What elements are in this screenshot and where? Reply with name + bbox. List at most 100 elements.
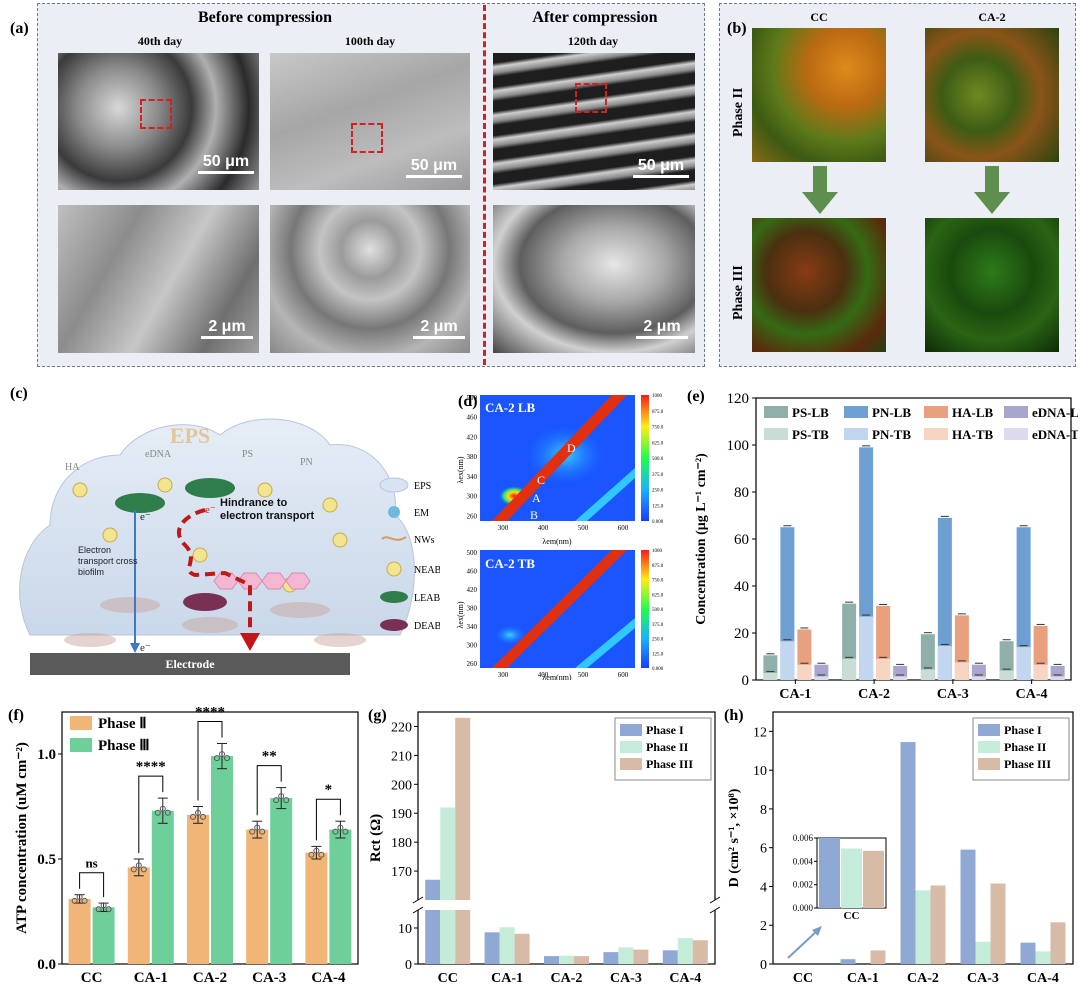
bar-phase-iii [574,956,589,964]
significance-bracket [315,798,341,841]
eem-ytick: 340 [467,623,478,631]
bar-phase-ii [618,947,634,964]
bar-phase-3 [270,798,293,964]
x-tick-label: CA-3 [967,971,999,984]
chart-h: (h) 0 2 4 6 8 10 12 D (cm² s⁻¹, ×10⁸) CC CA-1 CA-2 C… [724,707,1074,984]
day-label-40: 40th day [137,34,183,48]
colorbar-tick: 0.000 [652,520,664,525]
bar-phase-ii [440,807,456,900]
legend-label: PS-TB [792,427,829,442]
colorbar-tick: 250.0 [652,638,664,643]
inset-bar [819,838,840,908]
before-compression-title: Before compression [197,9,333,26]
colorbar-tick: 250.0 [652,489,664,494]
colorbar-tick: 625.0 [652,441,664,446]
bar-phase-3 [92,907,115,964]
x-tick-label: CC [793,971,813,984]
bar-phase-i [425,879,441,900]
data-point [313,847,320,854]
bar-ps-tb [842,658,857,680]
x-tick-label: CA-2 [907,971,939,984]
legend-swatch [70,738,92,752]
x-tick-label: CC [81,970,103,984]
y-tick-label: 0 [760,958,767,973]
y-tick-label: 40 [734,579,749,595]
eem-ytick: 260 [467,660,478,668]
bar-pn-tb [1016,647,1031,680]
bar-phase-i [603,952,619,964]
data-point [219,751,225,758]
fluorescence-cc-phase-ii [752,28,886,162]
bar-phase-iii [455,910,471,964]
cross-biofilm-label: Electron transport cross biofilm [78,545,138,577]
y-tick-label: 120 [727,391,750,407]
panel-e-label: (e) [687,388,705,405]
bar-edna-lb [971,664,986,680]
data-point [259,828,266,835]
sem-image-120day-low: 50 μm [493,53,695,190]
bar-edna-lb [1050,665,1065,680]
x-tick-label: CA-4 [669,971,701,984]
data-point [318,851,325,858]
significance-bracket [79,872,105,898]
y-tick-label: 20 [734,626,749,642]
bar-phase-ii [1035,951,1051,964]
after-compression-title: After compression [532,9,658,26]
bar-phase-i [484,932,500,964]
data-point [190,813,196,820]
data-point [135,862,142,869]
data-point [81,897,88,904]
legend-label: PN-LB [872,405,911,420]
legend-swatch [924,428,948,440]
x-tick-label: CA-1 [491,971,523,984]
bar-phase-i [425,910,441,964]
bar-ps-tb [763,672,778,680]
electrode-label: Electrode [165,657,215,671]
data-point [140,866,147,873]
scale-bar: 2 μm [201,318,253,339]
significance-label: ** [262,749,277,765]
data-point [71,897,78,904]
legend-label: Phase I [646,723,684,737]
bar-phase-2 [68,898,91,964]
scale-bar: 2 μm [413,318,465,339]
data-point [283,797,290,804]
legend-label: PS-LB [792,405,829,420]
bar-phase-iii [1050,922,1066,964]
pn-label: PN [300,457,313,468]
y-axis-label: ATP concentration (uM cm⁻²) [14,742,30,934]
colorbar-top [641,395,649,521]
x-tick-label: CA-2 [551,971,583,984]
legend-label: eDNA-TB [1032,427,1078,442]
roi-box [140,99,172,129]
eem-ytick: 340 [467,473,478,481]
data-point [100,902,107,909]
y-tick-label: 60 [734,532,749,548]
eem-xtick: 600 [618,524,629,532]
bar-phase-ii [975,941,991,964]
fluorescence-cc-phase-iii [752,218,886,352]
bar-ha-tb [954,662,969,680]
hindrance-label: Hindrance to electron transport [220,497,315,522]
y-axis-label: Rct (Ω) [368,814,384,862]
fluorescence-ca2-phase-ii [925,28,1059,162]
bar-edna-tb [971,676,986,680]
bar-phase-iii [455,717,471,900]
eem-ytick: 420 [467,433,478,441]
y-tick-label: 8 [760,803,767,818]
eem-ytick: 300 [467,493,478,501]
y-axis-label: Concentration (μg L⁻¹ cm⁻²) [694,453,709,625]
legend-swatch [924,406,948,418]
roi-box [575,83,607,113]
day-label-120: 120th day [567,34,619,48]
electron-hindrance: e⁻ [205,504,216,516]
data-point [254,824,261,831]
inset-y-tick-label: 0.002 [793,880,813,890]
legend-label: Phase III [646,757,693,771]
column-cc: CC [810,10,828,24]
bar-ha-tb [1033,664,1048,680]
bar-phase-ii [499,927,515,964]
colorbar-tick: 875.0 [652,410,664,415]
eem-xtick: 400 [538,524,549,532]
inset-bar [863,850,884,908]
